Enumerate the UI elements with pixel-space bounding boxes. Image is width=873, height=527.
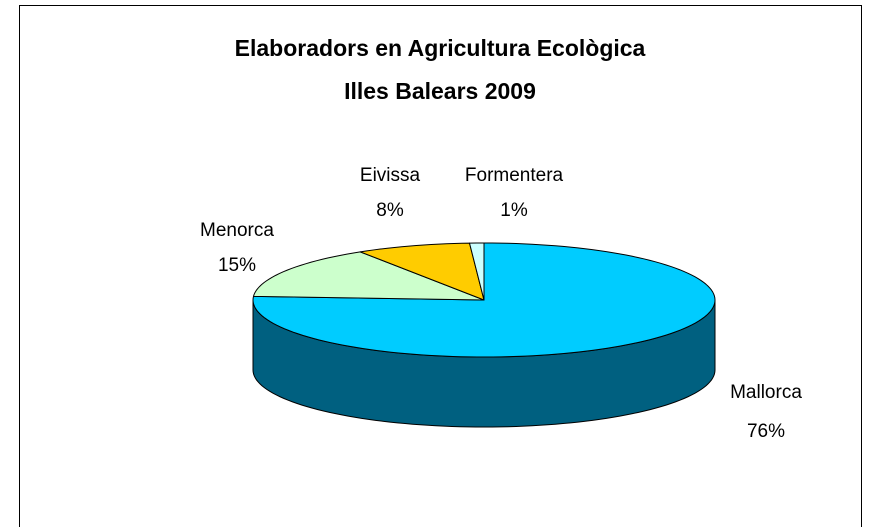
slice <box>359 242 485 301</box>
slice <box>252 251 485 301</box>
slice-value-label: 15% <box>218 255 256 276</box>
slice-label: Menorca <box>200 220 274 241</box>
slice-value-label: 8% <box>376 200 404 221</box>
chart-title: Elaboradors en Agricultura Ecològica <box>235 35 646 61</box>
slice-label: Formentera <box>465 165 564 186</box>
slice-label: Mallorca <box>730 382 802 403</box>
slice-value-label: 1% <box>500 200 528 221</box>
slice-label: Eivissa <box>360 165 421 186</box>
pie <box>252 242 716 428</box>
slice <box>469 242 485 301</box>
slice-value-label: 76% <box>747 421 785 442</box>
chart-subtitle: Illes Balears 2009 <box>344 78 536 104</box>
